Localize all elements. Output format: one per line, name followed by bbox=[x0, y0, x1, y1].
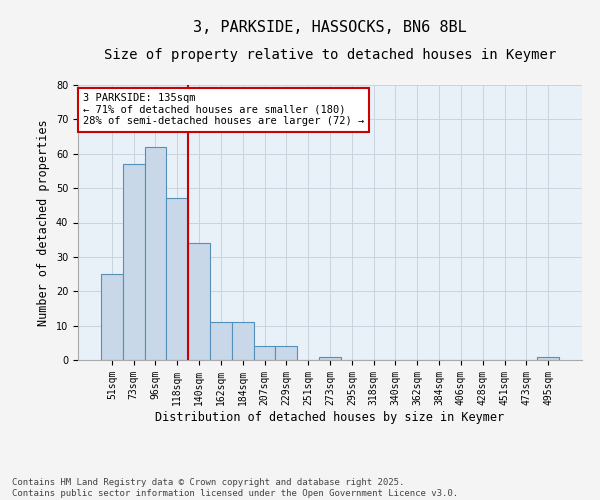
Text: Contains HM Land Registry data © Crown copyright and database right 2025.
Contai: Contains HM Land Registry data © Crown c… bbox=[12, 478, 458, 498]
Bar bbox=[319, 356, 341, 360]
Bar bbox=[254, 346, 275, 360]
Bar bbox=[537, 356, 559, 360]
Text: Size of property relative to detached houses in Keymer: Size of property relative to detached ho… bbox=[104, 48, 556, 62]
Bar bbox=[210, 322, 232, 360]
X-axis label: Distribution of detached houses by size in Keymer: Distribution of detached houses by size … bbox=[155, 410, 505, 424]
Text: 3, PARKSIDE, HASSOCKS, BN6 8BL: 3, PARKSIDE, HASSOCKS, BN6 8BL bbox=[193, 20, 467, 35]
Y-axis label: Number of detached properties: Number of detached properties bbox=[37, 119, 50, 326]
Bar bbox=[166, 198, 188, 360]
Bar bbox=[232, 322, 254, 360]
Bar bbox=[188, 243, 210, 360]
Bar bbox=[275, 346, 297, 360]
Bar bbox=[123, 164, 145, 360]
Bar bbox=[145, 147, 166, 360]
Text: 3 PARKSIDE: 135sqm
← 71% of detached houses are smaller (180)
28% of semi-detach: 3 PARKSIDE: 135sqm ← 71% of detached hou… bbox=[83, 93, 364, 126]
Bar bbox=[101, 274, 123, 360]
